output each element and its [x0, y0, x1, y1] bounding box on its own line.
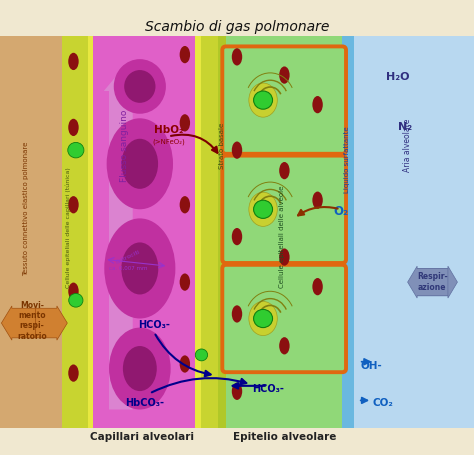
FancyBboxPatch shape [222, 156, 346, 263]
Ellipse shape [312, 192, 323, 209]
Ellipse shape [232, 48, 242, 66]
Text: Liquido surfattante: Liquido surfattante [345, 126, 350, 192]
Ellipse shape [123, 346, 157, 391]
FancyArrow shape [36, 306, 67, 340]
Circle shape [254, 91, 273, 109]
Text: Capillari alveolari: Capillari alveolari [90, 432, 194, 442]
Ellipse shape [68, 196, 79, 213]
Circle shape [254, 200, 273, 218]
Text: (>NFeO₂): (>NFeO₂) [152, 139, 185, 145]
Bar [93, 36, 195, 428]
Bar [342, 36, 354, 428]
Ellipse shape [232, 383, 242, 400]
Ellipse shape [312, 96, 323, 113]
Ellipse shape [312, 278, 323, 295]
Text: Aria alveolare: Aria alveolare [403, 119, 412, 172]
Ellipse shape [180, 273, 190, 291]
Ellipse shape [249, 192, 277, 226]
Ellipse shape [279, 66, 290, 84]
Text: Movi-
mento
respi-
ratorio: Movi- mento respi- ratorio [18, 301, 47, 341]
Ellipse shape [279, 337, 290, 354]
Text: Epitelio alveolare: Epitelio alveolare [233, 432, 336, 442]
FancyBboxPatch shape [222, 265, 346, 372]
Text: Cellule epiteliali delle capillari (túnica): Cellule epiteliali delle capillari (túni… [66, 167, 72, 288]
Bar [201, 36, 218, 428]
Bar [354, 36, 474, 428]
Ellipse shape [249, 83, 277, 117]
Ellipse shape [180, 355, 190, 373]
Ellipse shape [232, 228, 242, 245]
Text: HbO₂: HbO₂ [154, 125, 183, 135]
Circle shape [69, 293, 83, 307]
Ellipse shape [180, 114, 190, 131]
Ellipse shape [249, 301, 277, 336]
Ellipse shape [104, 218, 175, 318]
Ellipse shape [279, 162, 290, 179]
FancyBboxPatch shape [222, 46, 346, 154]
Text: Scambio di gas polmonare: Scambio di gas polmonare [145, 20, 329, 35]
FancyArrow shape [1, 306, 36, 340]
Ellipse shape [107, 118, 173, 209]
Ellipse shape [232, 305, 242, 323]
Text: HbCO₃-: HbCO₃- [125, 398, 164, 408]
Ellipse shape [114, 59, 166, 114]
FancyArrow shape [408, 266, 448, 298]
Ellipse shape [121, 139, 158, 189]
Ellipse shape [180, 46, 190, 63]
Ellipse shape [121, 243, 158, 294]
Circle shape [254, 309, 273, 328]
Text: ca. 0,007 mm: ca. 0,007 mm [109, 266, 147, 271]
Text: Strato basale: Strato basale [219, 122, 225, 169]
Ellipse shape [124, 70, 155, 103]
Bar [195, 36, 201, 428]
Text: HCO₃-: HCO₃- [138, 320, 170, 330]
Text: OH-: OH- [360, 361, 382, 371]
Text: Respir-
azione: Respir- azione [417, 273, 447, 292]
Text: H₂O: H₂O [386, 72, 410, 82]
Bar [62, 36, 88, 428]
Ellipse shape [68, 364, 79, 382]
Circle shape [68, 142, 84, 158]
Text: Eritrociti: Eritrociti [115, 249, 141, 265]
Text: O₂: O₂ [334, 205, 349, 218]
Text: Cellule epiteliali delle alveole: Cellule epiteliali delle alveole [279, 186, 285, 288]
Bar [0, 36, 62, 428]
Text: N₂: N₂ [398, 122, 412, 132]
Ellipse shape [279, 248, 290, 266]
Ellipse shape [109, 328, 171, 410]
Ellipse shape [68, 283, 79, 300]
Text: Flusso sanguino: Flusso sanguino [120, 109, 129, 182]
Ellipse shape [232, 142, 242, 159]
Ellipse shape [68, 53, 79, 70]
Text: Tessuto connettivo elastico polmonare: Tessuto connettivo elastico polmonare [23, 142, 29, 277]
Text: HCO₃-: HCO₃- [252, 384, 284, 394]
Circle shape [195, 349, 208, 361]
Ellipse shape [68, 119, 79, 136]
FancyArrow shape [104, 71, 138, 410]
Text: CO₂: CO₂ [372, 398, 393, 408]
Bar [218, 36, 226, 428]
Bar [88, 36, 93, 428]
Bar [226, 36, 342, 428]
FancyArrow shape [417, 266, 457, 298]
Ellipse shape [180, 196, 190, 213]
